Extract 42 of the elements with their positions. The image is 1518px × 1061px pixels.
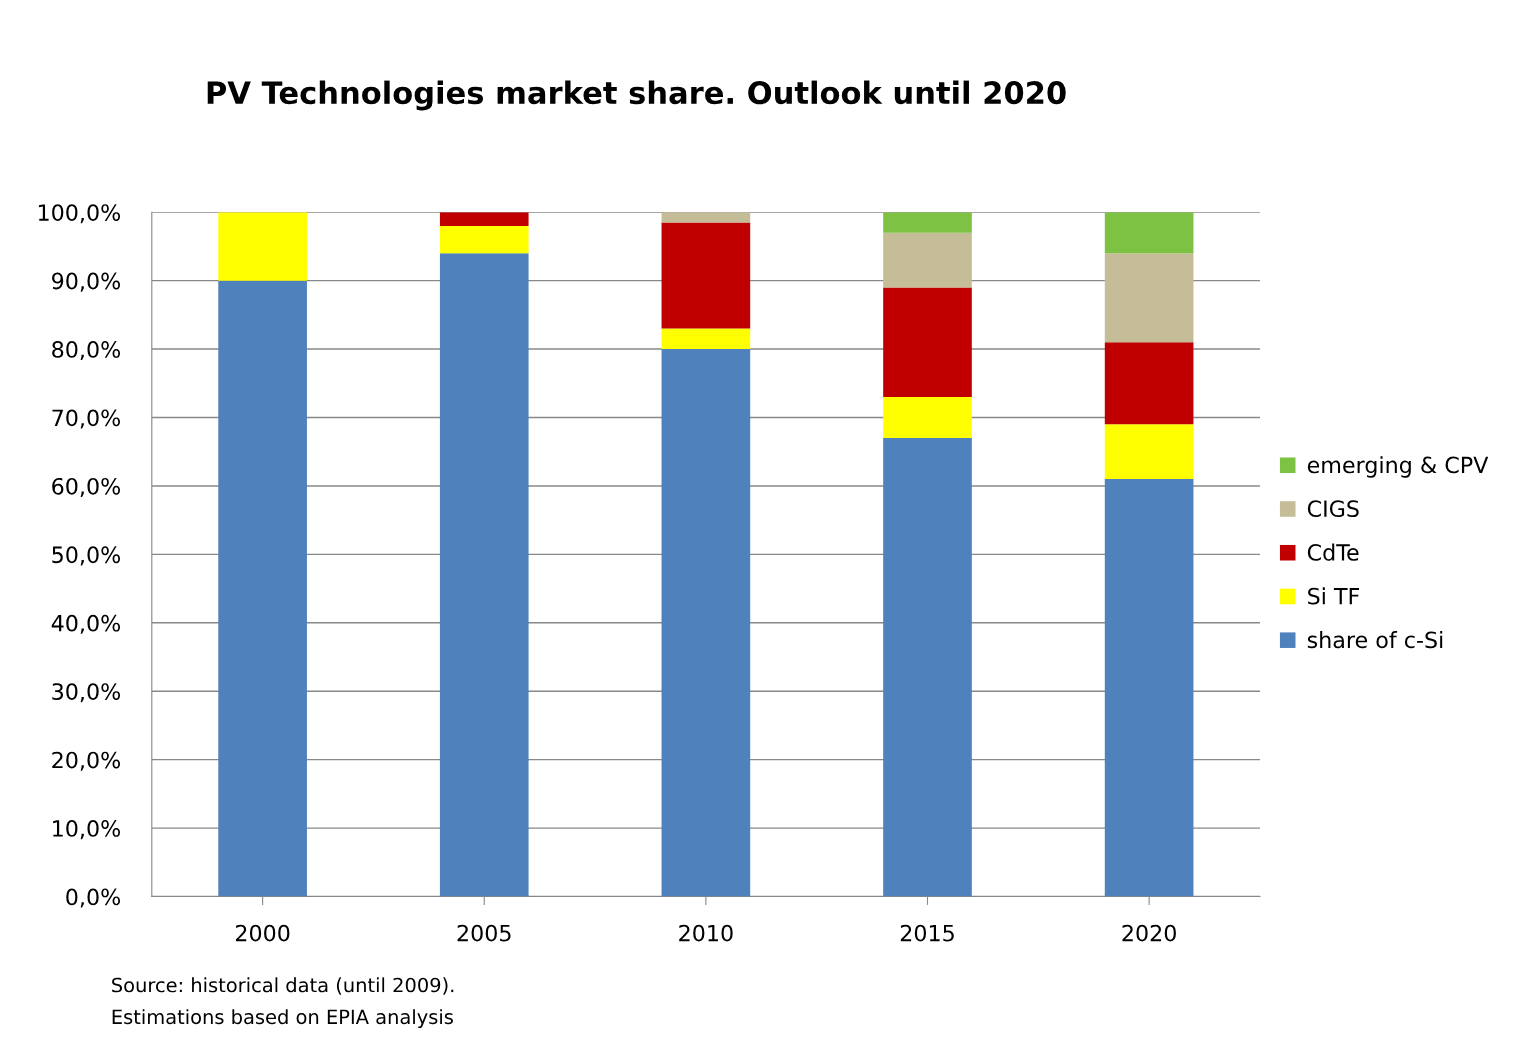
x-tick-label: 2000: [235, 924, 290, 942]
y-tick-label: 90,0%: [52, 272, 121, 292]
x-tick-label: 2020: [1122, 924, 1176, 942]
bar: [1104, 342, 1194, 425]
y-tick-label: 30,0%: [52, 683, 121, 703]
legend-label: CIGS: [1307, 500, 1359, 518]
bar: [883, 232, 972, 288]
legend-label: emerging & CPV: [1307, 456, 1489, 478]
x-tick-label: 2015: [900, 924, 954, 942]
bar: [883, 287, 972, 397]
legend-label: Si TF: [1308, 587, 1360, 605]
bar: [218, 280, 307, 897]
y-tick-label: 70,0%: [52, 409, 121, 429]
y-tick-label: 10,0%: [53, 820, 121, 840]
bar: [661, 328, 751, 350]
y-tick-label: 60,0%: [52, 477, 121, 497]
bar: [439, 212, 529, 226]
y-tick-label: 40,0%: [51, 614, 121, 634]
bar: [883, 396, 972, 439]
bar: [439, 225, 529, 254]
y-tick-label: 20,0%: [52, 751, 121, 771]
legend-label: CdTe: [1307, 543, 1359, 561]
bar: [883, 438, 972, 897]
bar: [218, 212, 307, 281]
legend-label: share of c-Si: [1307, 631, 1443, 649]
x-tick-label: 2010: [679, 924, 733, 942]
bar: [1104, 212, 1194, 254]
y-tick-label: 80,0%: [52, 341, 121, 361]
text: Estimations based on EPIA analysis: [112, 1009, 453, 1028]
bar: [883, 212, 972, 233]
y-tick-label: 100,0%: [38, 204, 121, 224]
bar: [661, 222, 751, 329]
source-note: Source: historical data (until 2009).: [112, 977, 454, 995]
bar: [661, 349, 751, 897]
y-tick-label: 0,0%: [66, 888, 121, 908]
chart-title: PV Technologies market share. Outlook until 2020: [207, 80, 1066, 111]
bar: [439, 253, 529, 897]
x-tick-label: 2005: [457, 924, 511, 942]
bar: [1104, 253, 1194, 343]
bar: [1104, 479, 1194, 897]
y-tick-label: 50,0%: [52, 546, 121, 566]
bar: [1104, 424, 1194, 480]
